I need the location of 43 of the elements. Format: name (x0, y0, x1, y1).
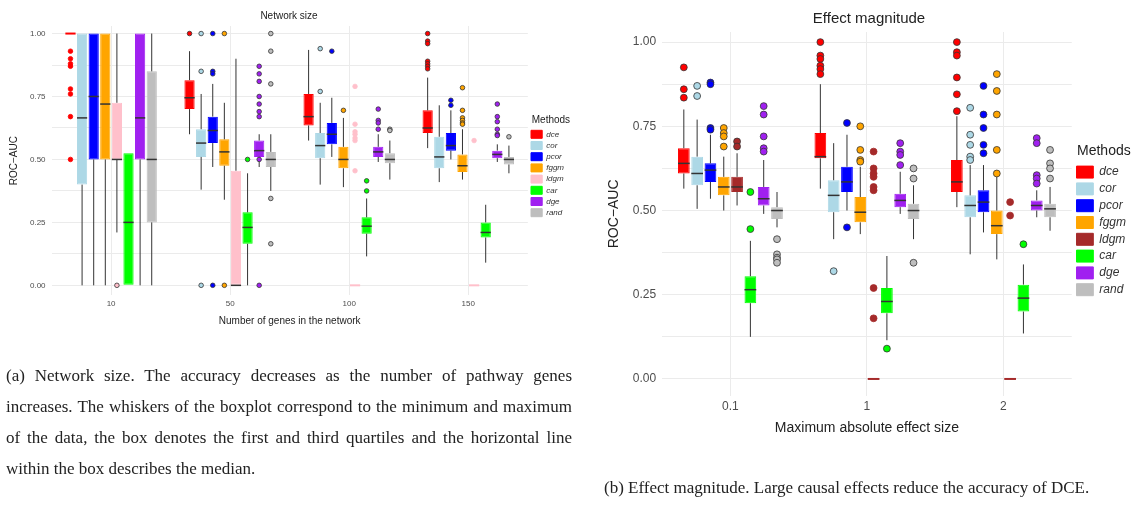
text: (a) Network size. The accuracy decreases as the number of pathway genes increases. The whiskers of the boxplot correspond to the minimum and maximum of the data, the box denotes the first and third quartiles and the horizontal line within the box describes the median. (6, 365, 572, 480)
x-tick-label: 10 (106, 299, 117, 309)
chart-title: Effect magnitude (812, 9, 926, 27)
x-tick-label: 2 (1000, 399, 1008, 414)
y-tick-label: 0.00 (29, 280, 47, 290)
legend-label: fggm (1099, 214, 1127, 229)
legend-label: fggm (546, 163, 565, 173)
x-tick-label: 1 (863, 399, 871, 414)
chart-title: Network size (260, 9, 319, 21)
y-tick-label: 0.25 (29, 217, 47, 227)
y-tick-label: 0.50 (29, 154, 47, 164)
text: (b) Effect magnitude. Large causal effects reduce the accuracy of DCE. (604, 477, 1091, 499)
legend-label: car (1099, 248, 1117, 263)
x-tick-label: 150 (461, 299, 476, 309)
legend-title: Methods (531, 113, 571, 125)
y-tick-label: 0.75 (29, 91, 47, 101)
y-tick-label: 0.00 (632, 371, 657, 386)
y-tick-label: 0.75 (632, 118, 657, 133)
legend-label: dge (1099, 265, 1120, 280)
legend-label: pcor (1098, 198, 1124, 213)
legend-label: cor (546, 140, 558, 150)
y-axis-title: ROC−AUC (7, 136, 19, 186)
legend-label: pcor (545, 151, 563, 161)
legend-label: dge (546, 196, 561, 206)
x-axis-title: Maximum absolute effect size (774, 419, 960, 436)
legend-label: ldgm (546, 174, 564, 184)
legend-label: rand (1099, 282, 1124, 297)
x-tick-label: 0.1 (722, 399, 740, 414)
legend-label: ldgm (1099, 231, 1126, 246)
x-tick-label: 50 (225, 299, 236, 309)
legend-label: car (546, 185, 558, 195)
legend-label: rand (546, 207, 563, 217)
y-tick-label: 0.25 (632, 287, 657, 302)
legend-label: dce (1099, 164, 1119, 179)
y-axis-title: ROC−AUC (605, 179, 622, 249)
y-tick-label: 1.00 (632, 34, 657, 49)
legend-title: Methods (1077, 142, 1131, 159)
y-tick-label: 1.00 (29, 28, 47, 38)
x-axis-title: Number of genes in the network (218, 314, 362, 326)
legend-label: cor (1099, 181, 1117, 196)
legend-label: dce (546, 129, 560, 139)
x-tick-label: 100 (342, 299, 357, 309)
y-tick-label: 0.50 (632, 202, 657, 217)
